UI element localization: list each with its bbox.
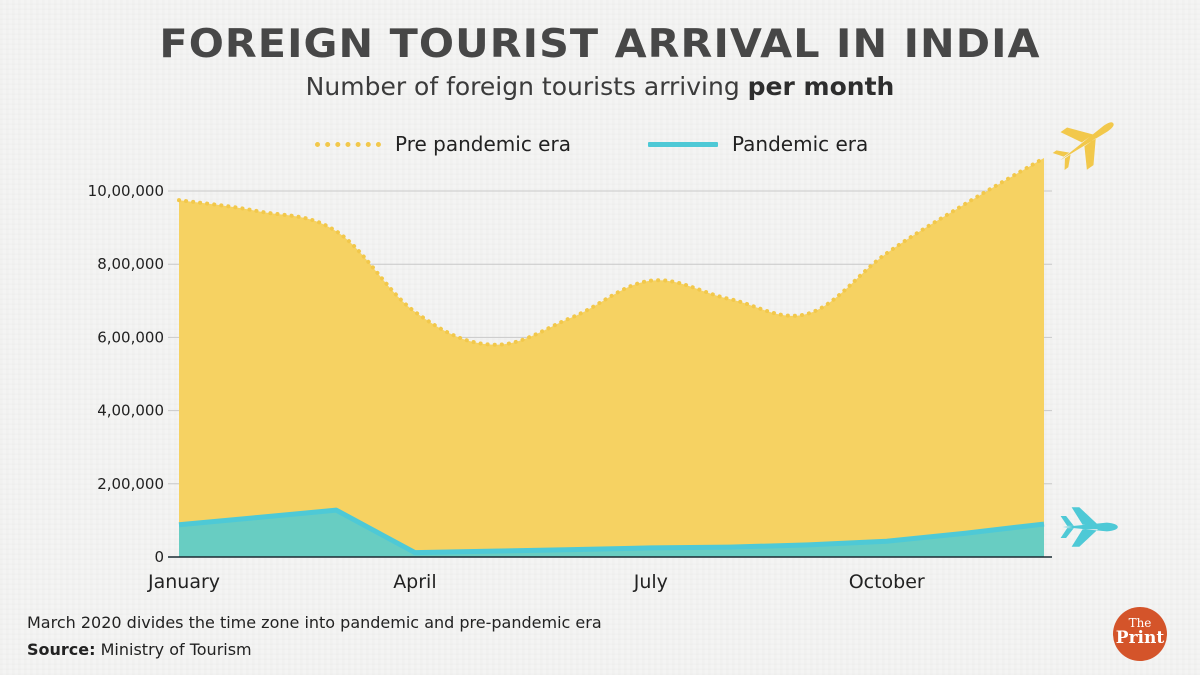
y-tick-label: 6,00,000 [97,328,164,346]
logo-line-2: Print [1115,628,1165,648]
pre-pandemic-area [179,158,1044,557]
x-axis-ticks: January April July October [147,571,925,593]
x-tick-label: January [147,571,220,593]
legend-label-pandemic: Pandemic era [732,132,869,156]
legend-item-pandemic: Pandemic era [648,132,868,156]
y-axis-ticks: 0 2,00,000 4,00,000 6,00,000 8,00,000 10,00,0… [88,182,164,566]
footnote: March 2020 divides the time zone into pa… [27,613,602,632]
x-tick-label: April [393,571,436,593]
y-tick-label: 0 [154,548,164,566]
y-tick-label: 2,00,000 [97,475,164,493]
solid-line-swatch-icon [648,141,718,147]
source-credit: Source: Ministry of Tourism [27,640,252,659]
airplane-takeoff-icon [1052,122,1114,170]
airplane-icon [1060,507,1118,547]
legend-label-pre-pandemic: Pre pandemic era [395,132,571,156]
y-tick-label: 4,00,000 [97,402,164,420]
y-tick-label: 8,00,000 [97,255,164,273]
pandemic-line [178,507,1045,556]
subtitle-emphasis: per month [747,72,895,101]
legend: Pre pandemic era Pandemic era [0,132,1200,162]
x-tick-label: July [633,571,668,593]
logo-line-1: The [1128,616,1152,630]
chart-title: FOREIGN TOURIST ARRIVAL IN INDIA [159,22,1041,67]
dotted-line-swatch-icon [315,141,381,147]
source-value: Ministry of Tourism [95,640,252,659]
pre-pandemic-line [177,156,1046,347]
y-tick-label: 10,00,000 [88,182,164,200]
x-tick-label: October [849,571,925,593]
theprint-logo: The Print [1113,607,1167,661]
legend-item-pre-pandemic: Pre pandemic era [315,132,571,156]
chart-subtitle: Number of foreign tourists arriving per … [0,72,1200,101]
source-label: Source: [27,640,96,659]
subtitle-text: Number of foreign tourists arriving [305,72,748,101]
